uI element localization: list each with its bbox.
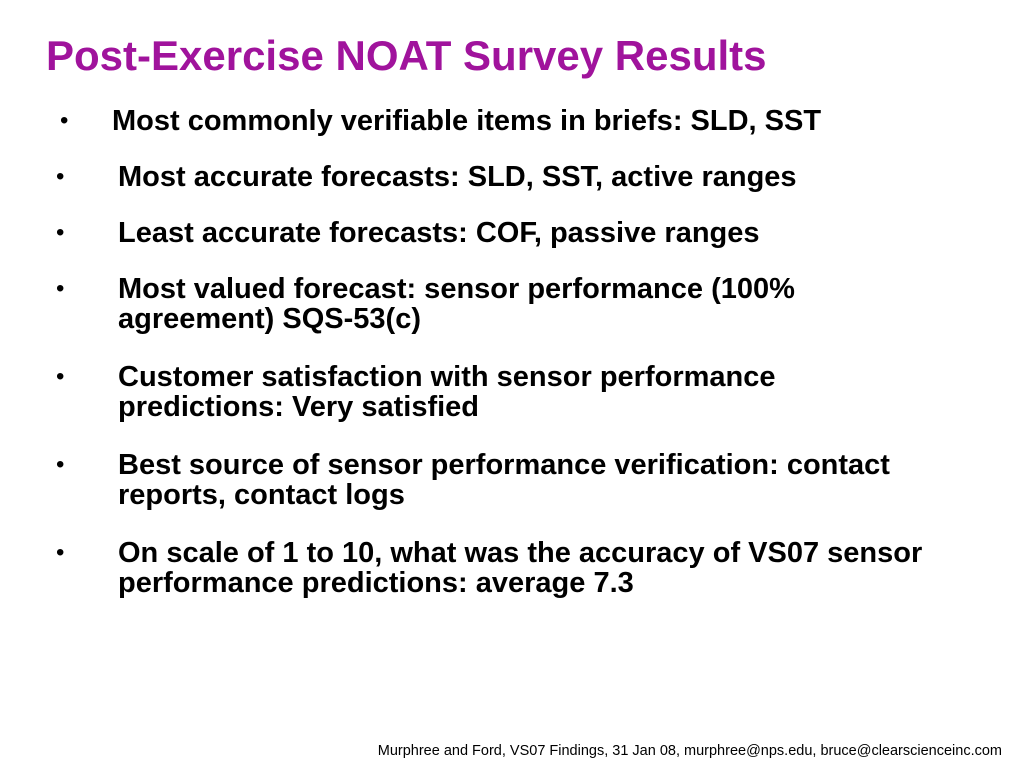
bullet-icon: • [56, 539, 65, 566]
bullet-text: On scale of 1 to 10, what was the accura… [118, 537, 923, 599]
bullet-text: Most valued forecast: sensor performance… [118, 273, 795, 335]
bullet-text: Most accurate forecasts: SLD, SST, activ… [118, 161, 797, 193]
bullet-icon: • [60, 107, 69, 134]
bullet-text: Customer satisfaction with sensor perfor… [118, 361, 776, 423]
bullet-icon: • [56, 163, 65, 190]
bullet-text: Least accurate forecasts: COF, passive r… [118, 217, 760, 249]
bullet-icon: • [56, 275, 65, 302]
bullet-icon: • [56, 363, 65, 390]
bullet-icon: • [56, 219, 65, 246]
footer-citation: Murphree and Ford, VS07 Findings, 31 Jan… [377, 743, 1002, 759]
bullet-icon: • [56, 451, 65, 478]
slide-title: Post-Exercise NOAT Survey Results [46, 32, 767, 79]
bullet-text: Most commonly verifiable items in briefs… [112, 105, 822, 137]
bullet-text: Best source of sensor performance verifi… [118, 449, 890, 511]
